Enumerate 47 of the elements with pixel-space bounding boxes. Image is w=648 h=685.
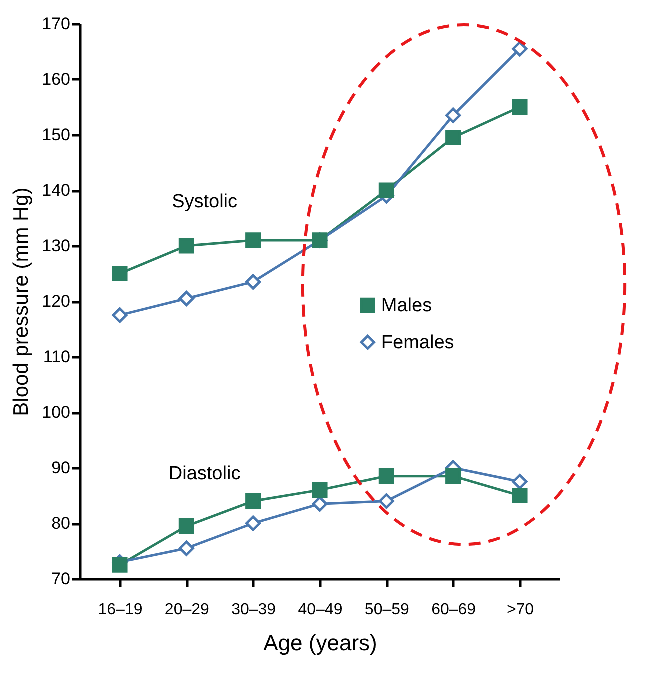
point (246, 516, 262, 532)
y-tick-label: 110 (43, 348, 70, 366)
point (312, 496, 328, 512)
point (378, 182, 394, 198)
x-axis-title: Age (years) (264, 630, 378, 656)
y-tick-label: 130 (42, 236, 70, 256)
point (178, 540, 194, 556)
y-tick-label: 120 (42, 292, 70, 311)
point (446, 108, 462, 124)
point (112, 557, 128, 573)
y-tick-label: 150 (42, 126, 70, 144)
y-tick-label: 90 (52, 458, 70, 478)
point (378, 494, 394, 510)
point (178, 518, 194, 534)
x-tick-label: 60–69 (432, 602, 476, 618)
point (512, 99, 528, 116)
point (112, 308, 128, 324)
point (246, 494, 262, 510)
annotation: Diastolic (168, 464, 241, 485)
point (246, 232, 262, 248)
x-tick-label: 30–39 (232, 602, 276, 618)
point (446, 468, 462, 484)
point (112, 266, 128, 282)
x-tick-label: 20–29 (164, 602, 210, 618)
point (178, 290, 194, 306)
legend-label: Females (381, 332, 454, 354)
point (512, 488, 528, 504)
point (446, 130, 462, 146)
legend-label: Males (381, 295, 432, 316)
y-tick-label: 80 (52, 514, 70, 533)
point (378, 468, 394, 484)
point (246, 274, 262, 290)
x-tick-label: 40–49 (298, 602, 343, 618)
point (312, 482, 328, 498)
x-tick-label: >70 (506, 602, 534, 618)
x-tick-label: 16–19 (98, 602, 143, 618)
y-tick-label: 170 (42, 14, 70, 34)
x-tick-label: 50–59 (364, 602, 410, 618)
y-tick-label: 140 (42, 181, 70, 200)
point (512, 41, 528, 57)
point (178, 238, 194, 254)
y-tick-label: 160 (42, 70, 70, 89)
point (512, 474, 528, 490)
y-tick-label: 70 (52, 570, 70, 588)
y-axis-title: Blood pressure (mm Hg) (10, 188, 34, 416)
y-tick-label: 100 (42, 403, 70, 422)
annotation: Systolic (172, 192, 238, 213)
